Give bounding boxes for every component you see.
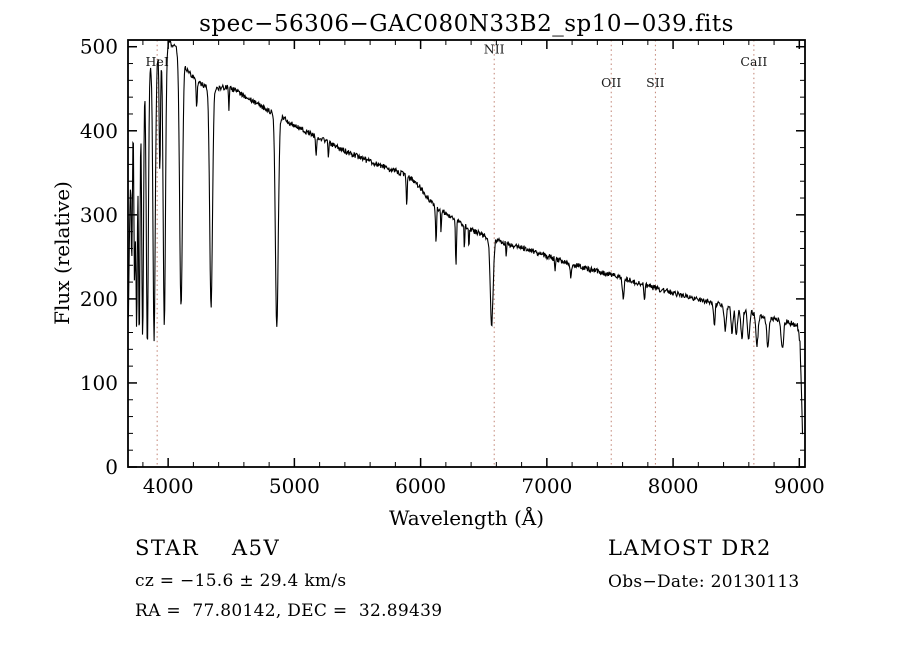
y-tick-label: 300 xyxy=(80,203,118,227)
spectrum-trace xyxy=(127,39,804,435)
survey-label: LAMOST DR2 xyxy=(608,536,772,560)
x-tick-label: 5000 xyxy=(269,474,320,498)
coordinates-label: RA = 77.80142, DEC = 32.89439 xyxy=(135,601,443,621)
axes-box xyxy=(127,39,806,468)
y-tick-label: 200 xyxy=(80,287,118,311)
y-tick-label: 400 xyxy=(80,119,118,143)
x-tick-label: 7000 xyxy=(521,474,572,498)
marker-label-SII: SII xyxy=(646,75,665,90)
marker-label-CaII: CaII xyxy=(740,54,767,69)
plot-title: spec−56306−GAC080N33B2_sp10−039.fits xyxy=(199,11,734,37)
x-tick-label: 6000 xyxy=(395,474,446,498)
x-axis-label: Wavelength (Å) xyxy=(388,506,545,530)
y-tick-label: 500 xyxy=(80,35,118,59)
x-tick-label: 8000 xyxy=(648,474,699,498)
marker-label-HeI: HeI xyxy=(146,54,169,69)
marker-label-NII: NII xyxy=(484,41,505,56)
x-tick-label: 4000 xyxy=(143,474,194,498)
redshift-velocity-label: cz = −15.6 ± 29.4 km/s xyxy=(135,571,347,591)
obs-date-label: Obs−Date: 20130113 xyxy=(608,572,800,592)
marker-label-OII: OII xyxy=(601,75,621,90)
object-class-label: STAR A5V xyxy=(135,536,281,560)
y-tick-label: 100 xyxy=(80,371,118,395)
y-tick-label: 0 xyxy=(105,455,118,479)
x-tick-label: 9000 xyxy=(774,474,825,498)
